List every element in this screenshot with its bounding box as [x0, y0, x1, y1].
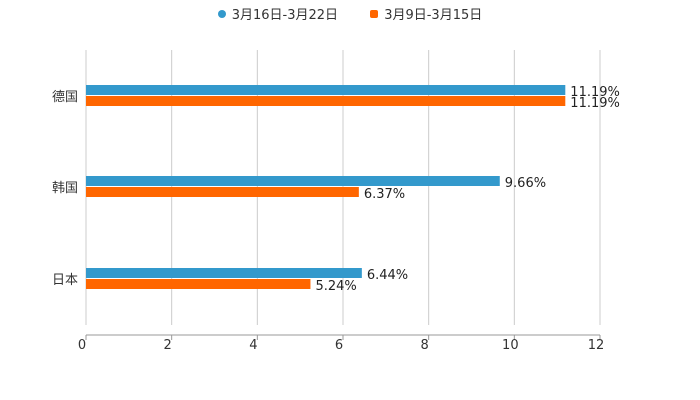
x-tick-label: 6 — [335, 338, 343, 353]
bar — [86, 96, 566, 106]
legend: 3月16日-3月22日 3月9日-3月15日 — [0, 4, 700, 23]
x-tick-label: 8 — [421, 338, 429, 353]
bar — [86, 279, 311, 289]
data-label: 6.37% — [364, 187, 405, 202]
legend-label: 3月9日-3月15日 — [384, 8, 483, 23]
legend-dot-icon — [217, 9, 226, 18]
bar — [86, 187, 359, 197]
x-tick-label: 0 — [78, 338, 86, 353]
data-label: 9.66% — [505, 176, 546, 191]
x-tick-label: 12 — [588, 338, 605, 353]
bar — [86, 268, 362, 278]
x-tick-label: 4 — [249, 338, 257, 353]
legend-label: 3月16日-3月22日 — [231, 8, 339, 23]
legend-item-series-0[interactable]: 3月16日-3月22日 — [217, 4, 339, 23]
data-label: 6.44% — [367, 268, 408, 283]
y-category-label: 韩国 — [52, 181, 78, 196]
legend-item-series-1[interactable]: 3月9日-3月15日 — [370, 4, 482, 23]
y-category-label: 德国 — [52, 90, 78, 105]
data-label: 5.24% — [315, 279, 356, 294]
legend-dot-icon — [370, 9, 379, 18]
bar — [86, 85, 566, 95]
x-tick-label: 2 — [164, 338, 172, 353]
data-label: 11.19% — [570, 96, 620, 111]
x-tick-label: 10 — [502, 338, 519, 353]
data-label: 11.19% — [570, 85, 620, 100]
y-category-label: 日本 — [52, 273, 78, 288]
bar — [86, 176, 500, 186]
